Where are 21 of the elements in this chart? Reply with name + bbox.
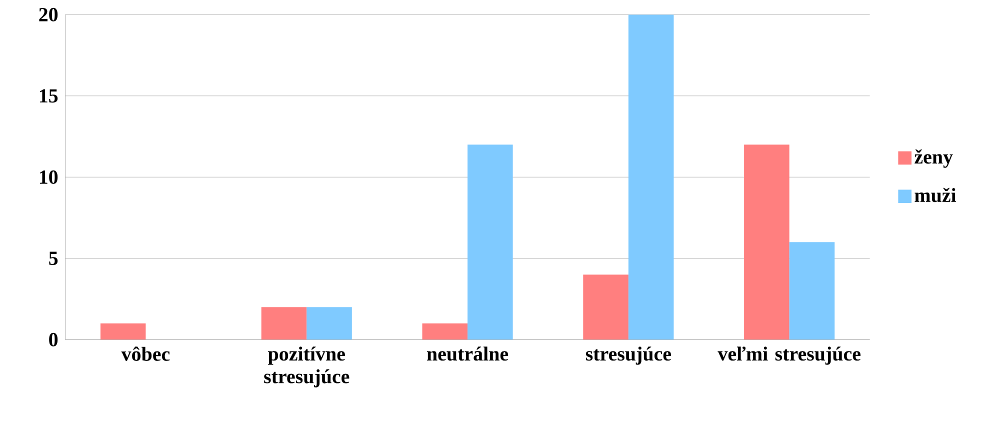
legend-label: muži bbox=[914, 188, 956, 202]
bar bbox=[789, 242, 835, 340]
bar bbox=[583, 274, 628, 340]
bar bbox=[744, 144, 790, 340]
legend-label: ženy bbox=[914, 149, 953, 168]
bar bbox=[628, 14, 674, 340]
y-tick-label: 10 bbox=[40, 170, 58, 184]
y-tick-label: 0 bbox=[49, 332, 58, 346]
bar bbox=[306, 307, 352, 340]
bar bbox=[261, 307, 307, 340]
x-tick-label: vôbec bbox=[121, 346, 170, 361]
y-tick-label: 5 bbox=[49, 252, 58, 266]
x-tick-label: veľmi stresujúce bbox=[718, 346, 860, 365]
bar bbox=[100, 323, 146, 340]
y-tick-label: 15 bbox=[40, 89, 58, 103]
y-tick-label: 20 bbox=[39, 8, 58, 22]
x-tick-label: stresujúce bbox=[586, 346, 672, 365]
x-tick-label: pozitívne stresujúce bbox=[264, 346, 350, 388]
bar bbox=[422, 323, 468, 340]
bar bbox=[468, 144, 513, 340]
x-tick-label: neutrálne bbox=[427, 346, 508, 361]
